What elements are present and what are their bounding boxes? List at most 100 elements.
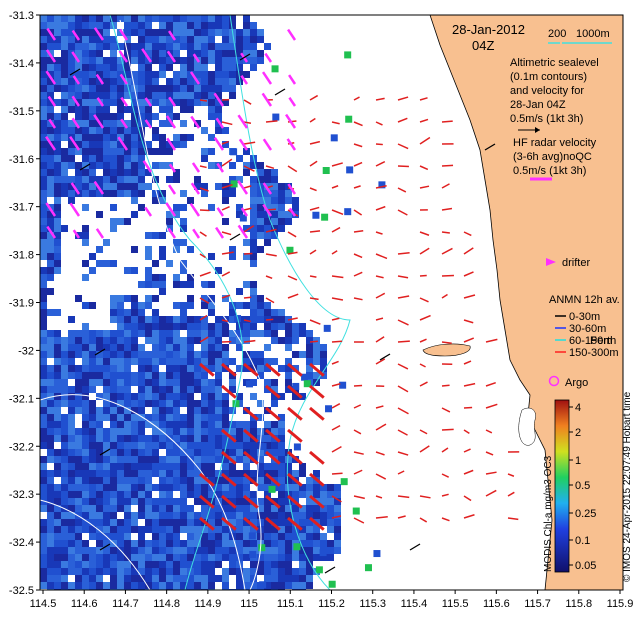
chl-pixel xyxy=(187,295,194,302)
chl-pixel xyxy=(208,456,215,463)
chl-pixel xyxy=(278,365,285,372)
chl-pixel xyxy=(145,463,152,470)
chl-pixel xyxy=(103,561,110,568)
chl-pixel xyxy=(61,113,68,120)
chl-pixel xyxy=(131,29,138,36)
chl-pixel xyxy=(68,400,75,407)
y-tick-label: -32.2 xyxy=(9,441,34,453)
chl-pixel xyxy=(40,99,47,106)
chl-pixel xyxy=(222,295,229,302)
chl-pixel xyxy=(243,22,250,29)
chl-pixel xyxy=(145,169,152,176)
chl-pixel xyxy=(61,29,68,36)
chl-pixel xyxy=(173,29,180,36)
chl-pixel xyxy=(138,323,145,330)
chl-pixel xyxy=(272,113,280,121)
hf-velocity-arrow xyxy=(353,451,364,455)
chl-pixel xyxy=(89,351,96,358)
chl-pixel xyxy=(250,50,257,57)
chl-pixel xyxy=(89,106,96,113)
chl-pixel xyxy=(250,246,257,253)
chl-pixel xyxy=(250,309,257,316)
chl-pixel xyxy=(47,57,54,64)
chl-pixel xyxy=(278,197,285,204)
chl-pixel xyxy=(215,78,222,85)
chl-pixel xyxy=(201,442,208,449)
chl-pixel xyxy=(187,491,194,498)
chl-pixel xyxy=(194,372,201,379)
chl-pixel xyxy=(40,351,47,358)
chl-pixel xyxy=(208,561,215,568)
chl-pixel xyxy=(215,414,222,421)
chl-pixel xyxy=(201,281,208,288)
chl-pixel xyxy=(222,442,229,449)
hf-velocity-arrow xyxy=(375,205,386,211)
chl-pixel xyxy=(96,533,103,540)
chl-pixel xyxy=(236,484,243,491)
chl-pixel xyxy=(278,309,285,316)
chl-pixel xyxy=(236,519,243,526)
chl-pixel xyxy=(215,575,222,582)
hf-velocity-arrow xyxy=(309,319,321,325)
chl-pixel xyxy=(54,246,61,253)
hf-velocity-arrow xyxy=(463,247,474,255)
chl-pixel xyxy=(215,15,222,22)
chl-pixel xyxy=(278,477,285,484)
chl-pixel xyxy=(124,85,131,92)
hf-velocity-arrow xyxy=(309,384,325,399)
chl-pixel xyxy=(215,351,222,358)
chl-pixel xyxy=(201,407,208,414)
chl-pixel xyxy=(278,512,285,519)
chl-pixel xyxy=(319,549,327,557)
chl-pixel xyxy=(61,442,68,449)
drifter-label: drifter xyxy=(562,257,590,269)
chl-pixel xyxy=(89,484,96,491)
chl-pixel xyxy=(264,190,271,197)
chl-pixel xyxy=(103,239,110,246)
chl-pixel xyxy=(40,330,47,337)
chl-pixel xyxy=(103,491,110,498)
chl-pixel xyxy=(173,71,180,78)
chl-pixel xyxy=(201,22,208,29)
chl-pixel xyxy=(96,519,103,526)
chl-pixel xyxy=(82,29,89,36)
chl-pixel xyxy=(47,43,54,50)
chl-pixel xyxy=(194,92,201,99)
chl-pixel xyxy=(145,43,152,50)
chl-pixel xyxy=(145,71,152,78)
chl-pixel xyxy=(145,400,152,407)
chl-pixel xyxy=(103,36,110,43)
chl-pixel xyxy=(194,540,201,547)
chl-pixel xyxy=(110,456,117,463)
anmn-item-label: 150-300m xyxy=(569,347,619,359)
chl-pixel xyxy=(117,470,124,477)
chl-pixel xyxy=(187,379,194,386)
hf-velocity-arrow xyxy=(243,406,259,421)
chl-pixel xyxy=(82,148,89,155)
chl-pixel xyxy=(239,214,247,222)
chl-pixel xyxy=(89,463,96,470)
chl-pixel xyxy=(138,183,145,190)
chl-pixel xyxy=(117,134,124,141)
altimetry-velocity-arrow xyxy=(262,138,273,151)
chl-pixel xyxy=(271,519,278,526)
chl-pixel xyxy=(40,316,47,323)
chl-pixel xyxy=(278,575,285,582)
chl-pixel xyxy=(40,176,47,183)
chl-pixel xyxy=(257,295,264,302)
chl-pixel xyxy=(285,526,292,533)
chl-pixel xyxy=(40,519,47,526)
chl-pixel xyxy=(173,337,180,344)
chl-pixel xyxy=(306,561,313,568)
chl-pixel xyxy=(201,428,208,435)
hf-line-1: HF radar velocity xyxy=(513,137,597,149)
chl-pixel xyxy=(187,92,194,99)
chl-pixel xyxy=(215,526,222,533)
chl-pixel xyxy=(110,505,117,512)
chl-pixel xyxy=(47,533,54,540)
chl-pixel xyxy=(82,204,89,211)
chl-pixel xyxy=(201,85,208,92)
chl-pixel xyxy=(117,435,124,442)
chl-pixel xyxy=(47,127,54,134)
